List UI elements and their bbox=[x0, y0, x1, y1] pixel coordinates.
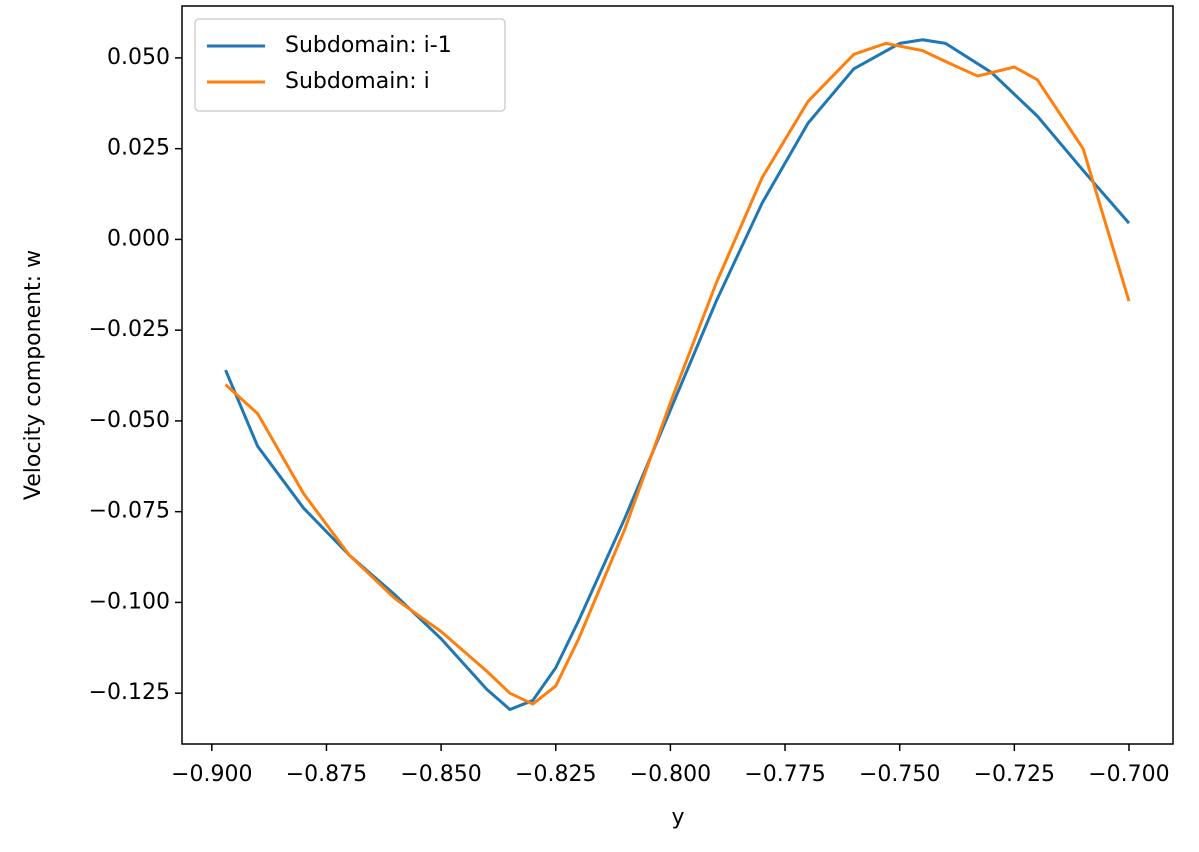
y-tick-label: 0.050 bbox=[107, 45, 170, 70]
y-tick-label: −0.025 bbox=[89, 317, 170, 342]
x-tick-label: −0.850 bbox=[400, 762, 481, 787]
y-tick-label: −0.075 bbox=[89, 499, 170, 524]
line bbox=[224, 41, 1131, 706]
x-tick-label: −0.800 bbox=[630, 762, 711, 787]
x-tick-label: −0.725 bbox=[974, 762, 1055, 787]
legend-label: Subdomain: i bbox=[285, 69, 430, 94]
x-tick-label: −0.900 bbox=[171, 762, 252, 787]
x-tick-label: −0.700 bbox=[1088, 762, 1169, 787]
y-tick-label: 0.025 bbox=[107, 136, 170, 161]
y-tick-label: 0.000 bbox=[107, 226, 170, 251]
x-tick-label: −0.825 bbox=[515, 762, 596, 787]
y-tick-label: −0.100 bbox=[89, 589, 170, 614]
legend-label: Subdomain: i-1 bbox=[285, 33, 452, 58]
y-tick-label: −0.050 bbox=[89, 408, 170, 433]
y-tick-label: −0.125 bbox=[89, 680, 170, 705]
legend-frame bbox=[194, 18, 506, 112]
x-tick-label: −0.750 bbox=[859, 762, 940, 787]
x-axis-label: y bbox=[671, 805, 684, 830]
line bbox=[224, 38, 1131, 712]
plot-frame bbox=[181, 5, 1174, 745]
x-tick-label: −0.875 bbox=[286, 762, 367, 787]
x-tick-label: −0.775 bbox=[744, 762, 825, 787]
y-axis-label: Velocity component: w bbox=[21, 250, 46, 500]
legend: Subdomain: i-1 Subdomain: i bbox=[194, 18, 506, 112]
